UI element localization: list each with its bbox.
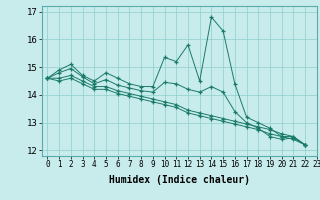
X-axis label: Humidex (Indice chaleur): Humidex (Indice chaleur) xyxy=(109,175,250,185)
